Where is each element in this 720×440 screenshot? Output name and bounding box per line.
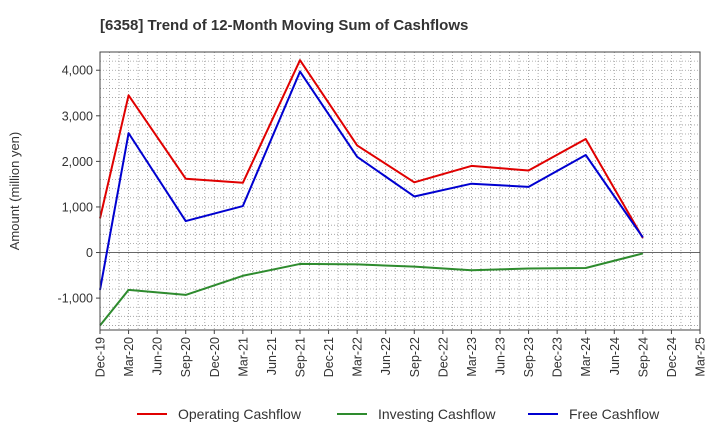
y-tick-label: 4,000 — [62, 64, 93, 78]
series-lines — [99, 59, 644, 327]
x-tick-label: Sep-20 — [179, 337, 193, 377]
x-tick-label: Dec-20 — [208, 337, 222, 377]
y-tick-label: 3,000 — [62, 109, 93, 123]
grid — [100, 51, 700, 330]
x-tick-label: Dec-19 — [94, 337, 108, 377]
chart-title: [6358] Trend of 12-Month Moving Sum of C… — [100, 17, 468, 34]
legend-label-operating-cashflow: Operating Cashflow — [178, 406, 302, 422]
x-tick-label: Jun-21 — [265, 337, 279, 375]
x-tick-label: Mar-22 — [351, 337, 365, 377]
x-tick-label: Jun-22 — [379, 337, 393, 375]
y-tick-label: 2,000 — [62, 155, 93, 169]
legend: Operating Cashflow Investing Cashflow Free… — [137, 406, 660, 422]
legend-label-investing-cashflow: Investing Cashflow — [378, 406, 496, 422]
x-tick-label: Dec-24 — [665, 337, 679, 377]
series-line-free-cashflow — [99, 70, 644, 291]
x-tick-label: Jun-23 — [494, 337, 508, 375]
x-tick-label: Dec-22 — [436, 337, 450, 377]
y-axis-ticks: -1,000 0 1,000 2,000 3,000 4,000 — [58, 64, 100, 306]
x-tick-label: Sep-24 — [636, 337, 650, 377]
x-tick-label: Mar-20 — [122, 337, 136, 377]
x-tick-label: Dec-23 — [551, 337, 565, 377]
x-tick-label: Mar-25 — [694, 337, 708, 377]
x-tick-label: Jun-20 — [151, 337, 165, 375]
y-axis-label: Amount (million yen) — [7, 132, 22, 251]
x-tick-label: Mar-23 — [465, 337, 479, 377]
x-tick-label: Jun-24 — [608, 337, 622, 375]
x-tick-label: Sep-21 — [294, 337, 308, 377]
plot-frame — [99, 51, 701, 331]
series-line-investing-cashflow — [99, 252, 644, 327]
x-tick-label: Sep-23 — [522, 337, 536, 377]
y-tick-label: 0 — [86, 246, 93, 260]
x-tick-label: Sep-22 — [408, 337, 422, 377]
legend-label-free-cashflow: Free Cashflow — [569, 406, 660, 422]
series-line-operating-cashflow — [99, 59, 644, 239]
x-axis-ticks: Dec-19 Mar-20 Jun-20 Sep-20 Dec-20 Mar-21 Jun-… — [94, 330, 708, 377]
x-tick-label: Mar-21 — [236, 337, 250, 377]
y-tick-label: 1,000 — [62, 200, 93, 214]
y-tick-label: -1,000 — [58, 292, 93, 306]
x-tick-label: Dec-21 — [322, 337, 336, 377]
x-tick-label: Mar-24 — [579, 337, 593, 377]
